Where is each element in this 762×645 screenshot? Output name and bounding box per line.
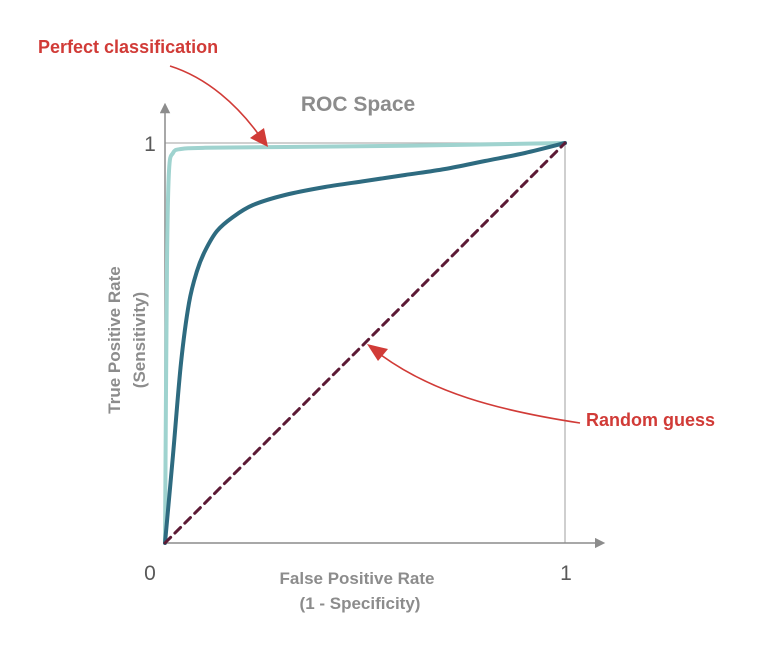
series-layer <box>163 141 567 545</box>
x-tick-label-0: 0 <box>144 562 156 585</box>
annotation-perfect-arrow <box>169 65 260 136</box>
annotation-perfect-classification: Perfect classification <box>38 37 218 57</box>
series-line-1 <box>163 141 567 545</box>
annotation-perfect-arrowhead <box>250 128 268 147</box>
y-axis-subtitle: (Sensitivity) <box>130 292 149 388</box>
x-axis-subtitle: (1 - Specificity) <box>300 594 421 613</box>
x-axis-title: False Positive Rate <box>280 569 435 588</box>
y-tick-label-1: 1 <box>144 133 156 156</box>
series-line-0 <box>163 141 567 545</box>
chart-title: ROC Space <box>301 93 415 116</box>
annotation-random-guess: Random guess <box>586 410 715 430</box>
y-axis-title: True Positive Rate <box>105 266 124 413</box>
x-tick-label-1: 1 <box>560 562 572 585</box>
series-line-2 <box>163 141 567 545</box>
annotation-random-arrowhead <box>367 344 388 361</box>
annotation-random-arrow <box>380 354 581 424</box>
